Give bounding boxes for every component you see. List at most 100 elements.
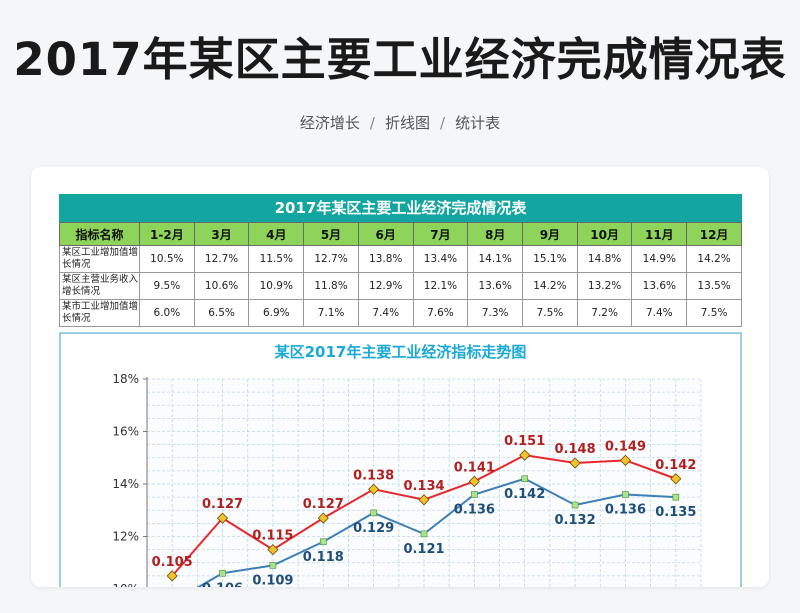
table-cell: 13.6% <box>631 272 688 300</box>
breadcrumb-item[interactable]: 统计表 <box>455 114 501 132</box>
column-header: 6月 <box>357 222 414 246</box>
table-cell: 14.1% <box>467 245 524 273</box>
y-tick-label: 14% <box>112 477 139 491</box>
column-header: 5月 <box>303 222 359 246</box>
breadcrumb: 经济增长 / 折线图 / 统计表 <box>0 112 800 133</box>
data-point <box>269 562 277 569</box>
data-point <box>368 483 380 495</box>
data-point <box>418 494 430 506</box>
data-point <box>619 454 632 466</box>
table-cell: 6.5% <box>193 299 250 327</box>
data-point <box>319 538 327 546</box>
data-point <box>267 544 279 556</box>
table-cell: 14.9% <box>631 245 688 273</box>
data-label: 0.141 <box>454 460 495 475</box>
data-label: 0.149 <box>605 439 646 454</box>
column-header: 1-2月 <box>139 222 195 246</box>
data-label: 0.148 <box>555 442 596 457</box>
table-cell: 13.8% <box>357 245 414 273</box>
plot-area <box>147 379 701 587</box>
column-header: 8月 <box>467 222 524 246</box>
data-label: 0.142 <box>655 458 696 473</box>
data-label: 0.129 <box>353 521 394 536</box>
column-header: 指标名称 <box>59 222 140 246</box>
breadcrumb-item[interactable]: 折线图 <box>384 114 430 132</box>
table-cell: 10.5% <box>139 245 195 273</box>
chart-title: 某区2017年主要工业经济指标走势图 <box>274 343 527 361</box>
column-header: 11月 <box>631 222 688 246</box>
table-cell: 6.0% <box>139 299 195 327</box>
data-point <box>672 493 680 501</box>
table-row: 某区主营业务收入增长情况 9.5% 10.6% 10.9% 11.8% 12.9… <box>59 272 742 300</box>
column-header: 3月 <box>193 222 250 246</box>
page-title: 2017年某区主要工业经济完成情况表 <box>13 33 787 86</box>
data-point <box>670 473 682 485</box>
table-cell: 12.1% <box>412 272 469 300</box>
data-label: 0.136 <box>605 503 646 518</box>
y-tick-label: 10% <box>112 582 139 587</box>
breadcrumb-item[interactable]: 经济增长 <box>299 114 360 132</box>
spreadsheet: 2017年某区主要工业经济完成情况表 指标名称 1-2月 3月 4月 5月 6月… <box>59 194 742 327</box>
chart-panel: 某区2017年主要工业经济指标走势图 10% 12% 14% 16% 18% 0.105 0… <box>59 332 742 587</box>
table-cell: 14.2% <box>686 245 742 273</box>
table-cell: 9.5% <box>139 272 195 300</box>
table-cell: 10.9% <box>248 272 305 300</box>
table-row: 某市工业增加值增长情况 6.0% 6.5% 6.9% 7.1% 7.4% 7.6… <box>59 299 742 327</box>
data-point <box>420 530 428 538</box>
data-label: 0.135 <box>655 505 696 520</box>
table-cell: 7.1% <box>303 299 359 327</box>
data-point <box>370 509 377 517</box>
column-header: 4月 <box>248 222 305 246</box>
table-cell: 11.8% <box>303 272 359 300</box>
y-tick-label: 16% <box>112 425 139 439</box>
data-label: 0.121 <box>403 542 444 557</box>
table-cell: 15.1% <box>522 245 578 273</box>
data-label: 0.136 <box>454 503 495 518</box>
data-point <box>471 491 478 498</box>
row-name: 某区主营业务收入增长情况 <box>59 272 140 300</box>
table-cell: 13.5% <box>686 272 742 300</box>
column-header: 9月 <box>522 222 578 246</box>
data-label: 0.109 <box>252 573 293 587</box>
column-header: 7月 <box>412 222 469 246</box>
data-point <box>622 491 629 498</box>
table-cell: 14.8% <box>576 245 633 273</box>
y-tick-label: 12% <box>112 530 139 544</box>
preview-card: 2017年某区主要工业经济完成情况表 指标名称 1-2月 3月 4月 5月 6月… <box>31 167 769 587</box>
data-label: 0.151 <box>504 434 545 449</box>
data-label: 0.105 <box>152 555 193 570</box>
table-cell: 12.7% <box>193 245 250 273</box>
data-label: 0.106 <box>202 581 243 587</box>
breadcrumb-separator: / <box>369 114 375 132</box>
data-point <box>216 512 229 524</box>
line-chart: 10% 12% 14% 16% 18% 0.105 0.127 0.115 0.127 0.138… <box>112 372 702 587</box>
table-cell: 13.2% <box>576 272 633 300</box>
table-cell: 11.5% <box>248 245 305 273</box>
table-cell: 7.3% <box>467 299 524 327</box>
data-point <box>468 475 480 487</box>
data-point <box>219 569 226 577</box>
data-point <box>317 512 329 524</box>
data-point <box>569 457 581 469</box>
y-tick-label: 18% <box>112 372 139 386</box>
table-cell: 10.6% <box>193 272 250 300</box>
row-name: 某市工业增加值增长情况 <box>59 299 140 327</box>
data-label: 0.118 <box>303 550 344 565</box>
breadcrumb-separator: / <box>440 114 446 132</box>
table-cell: 7.5% <box>522 299 578 327</box>
data-label: 0.134 <box>403 479 444 494</box>
table-header-row: 指标名称 1-2月 3月 4月 5月 6月 7月 8月 9月 10月 11月 1… <box>59 222 742 246</box>
table-cell: 7.5% <box>686 299 742 327</box>
table-cell: 12.7% <box>303 245 359 273</box>
table-row: 某区工业增加值增长情况 10.5% 12.7% 11.5% 12.7% 13.8… <box>59 245 742 273</box>
table-cell: 14.2% <box>522 272 578 300</box>
data-label: 0.132 <box>555 513 596 528</box>
table-cell: 13.6% <box>467 272 524 300</box>
data-point <box>519 449 531 461</box>
data-label: 0.115 <box>252 529 293 544</box>
column-header: 10月 <box>576 222 633 246</box>
table-cell: 13.4% <box>412 245 469 273</box>
table-cell: 6.9% <box>248 299 305 327</box>
data-label: 0.142 <box>504 487 545 502</box>
data-point <box>571 501 579 509</box>
